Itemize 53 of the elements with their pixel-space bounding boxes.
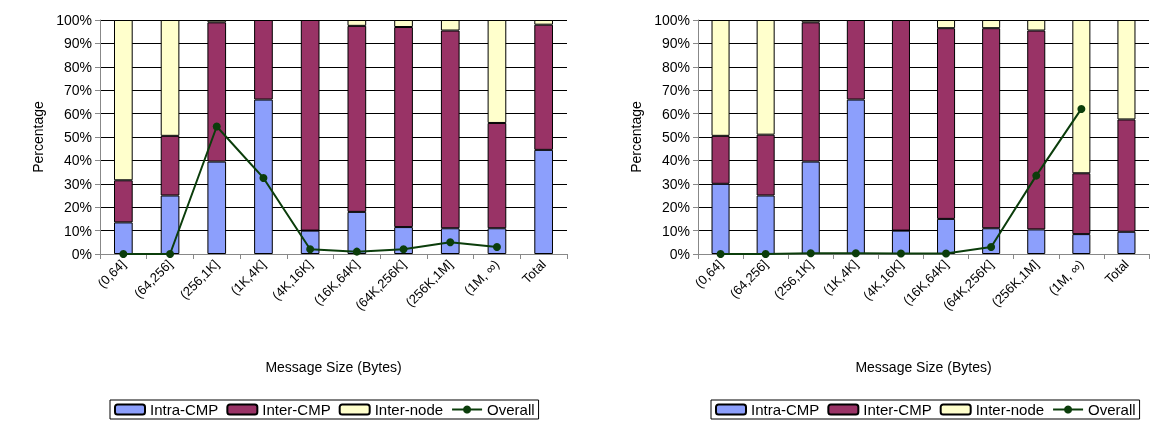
y-tick-label: 0% — [669, 246, 690, 262]
point — [1077, 104, 1086, 113]
point — [851, 249, 860, 258]
point — [166, 250, 175, 258]
y-tick-label: 70% — [661, 82, 690, 99]
point — [399, 245, 408, 254]
legend-label: Overall — [487, 401, 535, 418]
y-tick-label: 10% — [661, 222, 690, 239]
point — [716, 250, 725, 258]
point — [119, 250, 128, 258]
legend-label: Inter-node — [374, 401, 444, 418]
x-axis-title: Message Size (Bytes) — [265, 359, 402, 375]
y-tick-label: 100% — [654, 12, 690, 28]
point — [806, 249, 815, 258]
legend-label: Intra-CMP — [150, 401, 219, 418]
legend-label: Inter-node — [975, 401, 1045, 418]
y-tick-label: 60% — [63, 105, 92, 122]
x-axis-title: Message Size (Bytes) — [855, 359, 992, 375]
point — [1032, 171, 1041, 180]
y-tick-label: 90% — [63, 35, 92, 52]
point — [212, 122, 221, 131]
y-tick-label: 70% — [63, 82, 92, 99]
legend-label: Inter-CMP — [863, 401, 932, 418]
point — [492, 242, 501, 251]
legend-label: Overall — [1088, 401, 1136, 418]
point — [306, 245, 315, 254]
y-tick-label: 80% — [661, 58, 690, 75]
point — [352, 247, 361, 256]
y-tick-label: 50% — [661, 129, 690, 145]
x-tick-label: (1M, ∞) — [461, 256, 503, 298]
point — [987, 242, 996, 251]
x-tick-label: (1M, ∞) — [1045, 256, 1087, 298]
point — [896, 249, 905, 258]
legend-label: Intra-CMP — [751, 401, 820, 418]
y-tick-label: 20% — [661, 199, 690, 216]
point — [259, 173, 268, 182]
y-tick-label: 20% — [63, 199, 92, 216]
legend-label: Inter-CMP — [262, 401, 331, 418]
y-tick-label: 90% — [661, 35, 690, 52]
y-tick-label: 100% — [56, 12, 92, 28]
point — [942, 249, 951, 258]
y-axis-title: Percentage — [628, 100, 644, 173]
y-tick-label: 40% — [661, 152, 690, 169]
y-tick-label: 50% — [63, 129, 92, 145]
y-tick-label: 30% — [63, 175, 92, 192]
y-tick-label: 40% — [63, 152, 92, 169]
y-tick-label: 80% — [63, 58, 92, 75]
y-tick-label: 30% — [661, 175, 690, 192]
y-tick-label: 10% — [63, 222, 92, 239]
y-tick-label: 60% — [661, 105, 690, 122]
y-axis-title: Percentage — [30, 100, 46, 173]
point — [761, 250, 770, 258]
y-tick-label: 0% — [71, 246, 92, 262]
